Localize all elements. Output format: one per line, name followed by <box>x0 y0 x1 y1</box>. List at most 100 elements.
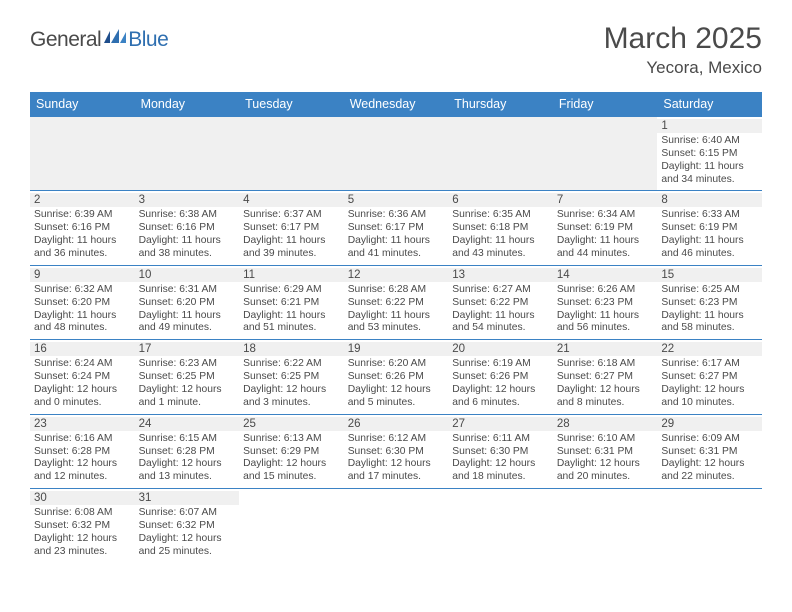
sunset-line: Sunset: 6:32 PM <box>139 520 236 533</box>
empty-cell <box>344 117 449 191</box>
sunrise-line: Sunrise: 6:33 AM <box>661 209 758 222</box>
day-cell: 20Sunrise: 6:19 AMSunset: 6:26 PMDayligh… <box>448 340 553 414</box>
day-cell: 2Sunrise: 6:39 AMSunset: 6:16 PMDaylight… <box>30 191 135 265</box>
day-cell: 13Sunrise: 6:27 AMSunset: 6:22 PMDayligh… <box>448 265 553 339</box>
day-number: 28 <box>553 417 658 431</box>
sunrise-line: Sunrise: 6:35 AM <box>452 209 549 222</box>
daylight-line: Daylight: 11 hours and 36 minutes. <box>34 235 131 261</box>
day-cell: 23Sunrise: 6:16 AMSunset: 6:28 PMDayligh… <box>30 414 135 488</box>
sunrise-line: Sunrise: 6:15 AM <box>139 433 236 446</box>
day-number: 21 <box>553 342 658 356</box>
day-cell: 30Sunrise: 6:08 AMSunset: 6:32 PMDayligh… <box>30 489 135 563</box>
day-number: 5 <box>344 193 449 207</box>
sunrise-line: Sunrise: 6:38 AM <box>139 209 236 222</box>
day-number: 25 <box>239 417 344 431</box>
logo: General Blue <box>30 28 168 52</box>
day-number: 13 <box>448 268 553 282</box>
weekday-header: Thursday <box>448 92 553 117</box>
sunrise-line: Sunrise: 6:32 AM <box>34 284 131 297</box>
empty-cell <box>448 117 553 191</box>
sunset-line: Sunset: 6:16 PM <box>139 222 236 235</box>
day-number: 19 <box>344 342 449 356</box>
calendar-page: General Blue March 2025 Yecora, Mexico S… <box>0 0 792 573</box>
day-number: 24 <box>135 417 240 431</box>
sunset-line: Sunset: 6:23 PM <box>661 297 758 310</box>
sunset-line: Sunset: 6:24 PM <box>34 371 131 384</box>
weekday-header: Tuesday <box>239 92 344 117</box>
day-cell: 19Sunrise: 6:20 AMSunset: 6:26 PMDayligh… <box>344 340 449 414</box>
weekday-header: Monday <box>135 92 240 117</box>
sunset-line: Sunset: 6:25 PM <box>139 371 236 384</box>
sunset-line: Sunset: 6:21 PM <box>243 297 340 310</box>
sunset-line: Sunset: 6:30 PM <box>348 446 445 459</box>
daylight-line: Daylight: 11 hours and 38 minutes. <box>139 235 236 261</box>
daylight-line: Daylight: 12 hours and 3 minutes. <box>243 384 340 410</box>
day-cell: 6 Sunrise: 6:35 AMSunset: 6:18 PMDaylight… <box>448 191 553 265</box>
sunset-line: Sunset: 6:15 PM <box>661 148 758 161</box>
sunset-line: Sunset: 6:27 PM <box>557 371 654 384</box>
day-number: 18 <box>239 342 344 356</box>
sunset-line: Sunset: 6:26 PM <box>348 371 445 384</box>
sunrise-line: Sunrise: 6:36 AM <box>348 209 445 222</box>
daylight-line: Daylight: 11 hours and 46 minutes. <box>661 235 758 261</box>
sunset-line: Sunset: 6:28 PM <box>139 446 236 459</box>
day-number: 26 <box>344 417 449 431</box>
location: Yecora, Mexico <box>604 58 762 78</box>
daylight-line: Daylight: 12 hours and 12 minutes. <box>34 458 131 484</box>
month-title: March 2025 <box>604 22 762 56</box>
day-cell: 1Sunrise: 6:40 AMSunset: 6:15 PMDaylight… <box>657 117 762 191</box>
day-number: 15 <box>657 268 762 282</box>
sunset-line: Sunset: 6:32 PM <box>34 520 131 533</box>
day-number: 3 <box>135 193 240 207</box>
empty-cell <box>553 489 658 563</box>
sunset-line: Sunset: 6:20 PM <box>139 297 236 310</box>
sunset-line: Sunset: 6:19 PM <box>661 222 758 235</box>
empty-cell <box>135 117 240 191</box>
sunrise-line: Sunrise: 6:39 AM <box>34 209 131 222</box>
daylight-line: Daylight: 11 hours and 51 minutes. <box>243 310 340 336</box>
sunrise-line: Sunrise: 6:17 AM <box>661 358 758 371</box>
daylight-line: Daylight: 11 hours and 49 minutes. <box>139 310 236 336</box>
day-cell: 21Sunrise: 6:18 AMSunset: 6:27 PMDayligh… <box>553 340 658 414</box>
day-number: 1 <box>657 119 762 133</box>
calendar-row: 30Sunrise: 6:08 AMSunset: 6:32 PMDayligh… <box>30 489 762 563</box>
sunset-line: Sunset: 6:22 PM <box>452 297 549 310</box>
day-cell: 5Sunrise: 6:36 AMSunset: 6:17 PMDaylight… <box>344 191 449 265</box>
sunset-line: Sunset: 6:18 PM <box>452 222 549 235</box>
daylight-line: Daylight: 11 hours and 43 minutes. <box>452 235 549 261</box>
sunrise-line: Sunrise: 6:40 AM <box>661 135 758 148</box>
empty-cell <box>239 489 344 563</box>
day-cell: 27Sunrise: 6:11 AMSunset: 6:30 PMDayligh… <box>448 414 553 488</box>
sunset-line: Sunset: 6:22 PM <box>348 297 445 310</box>
calendar-row: 2Sunrise: 6:39 AMSunset: 6:16 PMDaylight… <box>30 191 762 265</box>
day-number: 31 <box>135 491 240 505</box>
sunrise-line: Sunrise: 6:13 AM <box>243 433 340 446</box>
sunrise-line: Sunrise: 6:23 AM <box>139 358 236 371</box>
day-cell: 4Sunrise: 6:37 AMSunset: 6:17 PMDaylight… <box>239 191 344 265</box>
empty-cell <box>553 117 658 191</box>
sunrise-line: Sunrise: 6:28 AM <box>348 284 445 297</box>
day-cell: 26Sunrise: 6:12 AMSunset: 6:30 PMDayligh… <box>344 414 449 488</box>
daylight-line: Daylight: 11 hours and 56 minutes. <box>557 310 654 336</box>
day-number: 6 <box>448 193 553 207</box>
day-number: 10 <box>135 268 240 282</box>
daylight-line: Daylight: 11 hours and 53 minutes. <box>348 310 445 336</box>
sunrise-line: Sunrise: 6:11 AM <box>452 433 549 446</box>
day-number: 7 <box>553 193 658 207</box>
sunset-line: Sunset: 6:31 PM <box>557 446 654 459</box>
daylight-line: Daylight: 12 hours and 17 minutes. <box>348 458 445 484</box>
day-number: 17 <box>135 342 240 356</box>
daylight-line: Daylight: 12 hours and 18 minutes. <box>452 458 549 484</box>
daylight-line: Daylight: 11 hours and 41 minutes. <box>348 235 445 261</box>
sunset-line: Sunset: 6:23 PM <box>557 297 654 310</box>
daylight-line: Daylight: 12 hours and 0 minutes. <box>34 384 131 410</box>
day-number: 2 <box>30 193 135 207</box>
day-cell: 25Sunrise: 6:13 AMSunset: 6:29 PMDayligh… <box>239 414 344 488</box>
day-cell: 8Sunrise: 6:33 AMSunset: 6:19 PMDaylight… <box>657 191 762 265</box>
daylight-line: Daylight: 12 hours and 5 minutes. <box>348 384 445 410</box>
sunset-line: Sunset: 6:26 PM <box>452 371 549 384</box>
day-number: 27 <box>448 417 553 431</box>
day-number: 12 <box>344 268 449 282</box>
calendar-row: 1Sunrise: 6:40 AMSunset: 6:15 PMDaylight… <box>30 117 762 191</box>
daylight-line: Daylight: 11 hours and 58 minutes. <box>661 310 758 336</box>
